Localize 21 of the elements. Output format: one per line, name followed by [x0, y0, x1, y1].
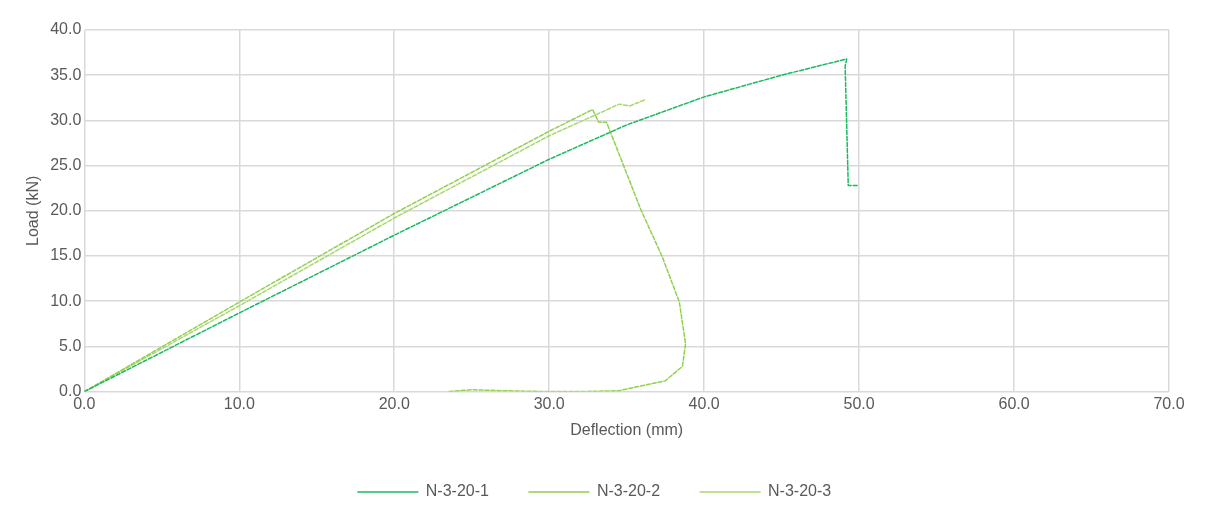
y-tick-label: 20.0 — [50, 201, 82, 219]
x-tick-label: 20.0 — [378, 394, 410, 412]
x-axis-title: Deflection (mm) — [570, 420, 684, 438]
y-tick-label: 10.0 — [50, 291, 82, 309]
y-tick-label: 25.0 — [50, 156, 82, 174]
x-tick-label: 10.0 — [223, 394, 255, 412]
legend-label: N-3-20-3 — [768, 482, 832, 500]
y-axis-title: Load (kN) — [24, 175, 42, 246]
y-tick-label: 40.0 — [50, 20, 82, 38]
legend-label: N-3-20-2 — [596, 482, 661, 500]
y-tick-label: 15.0 — [50, 246, 82, 264]
y-tick-label: 5.0 — [59, 336, 82, 354]
x-tick-label: 70.0 — [1153, 394, 1185, 412]
legend-label: N-3-20-1 — [425, 482, 490, 500]
x-tick-label: 60.0 — [998, 394, 1030, 412]
y-tick-label: 30.0 — [50, 110, 82, 128]
x-tick-label: 40.0 — [688, 394, 720, 412]
x-tick-label: 50.0 — [843, 394, 875, 412]
x-tick-label: 30.0 — [533, 394, 565, 412]
y-tick-label: 35.0 — [50, 65, 82, 83]
line-series — [84, 58, 860, 392]
